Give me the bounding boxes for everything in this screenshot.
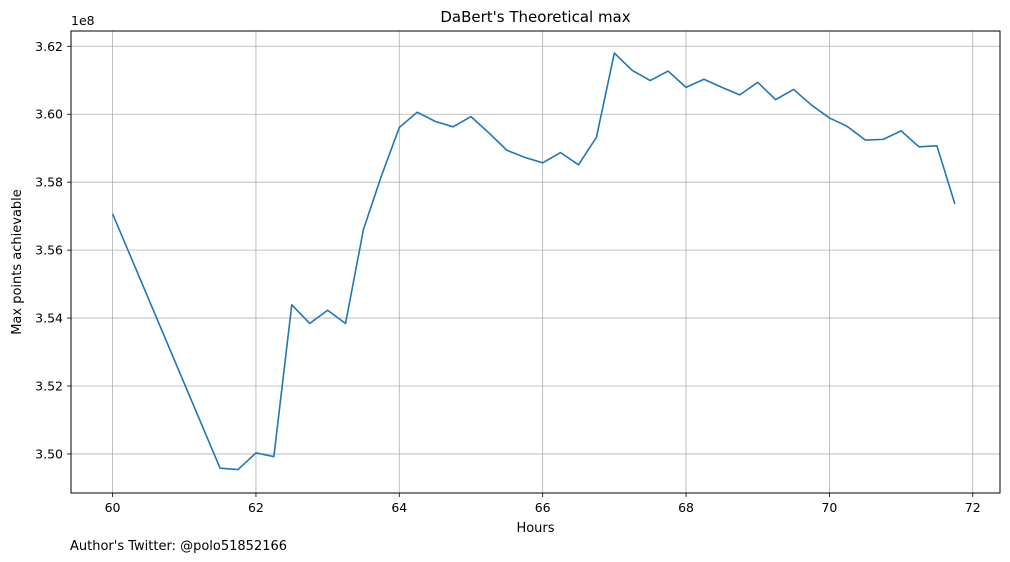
y-tick-label: 3.58 bbox=[35, 175, 63, 190]
y-tick-label: 3.52 bbox=[35, 378, 63, 393]
y-tick-label: 3.50 bbox=[35, 446, 63, 461]
x-tick-label: 66 bbox=[535, 500, 551, 515]
series-line bbox=[111, 52, 956, 471]
x-axis-label: Hours bbox=[516, 521, 554, 536]
x-tick-label: 62 bbox=[248, 500, 264, 515]
y-tick-label: 3.54 bbox=[35, 311, 63, 326]
chart-title: DaBert's Theoretical max bbox=[440, 8, 630, 26]
y-axis-label: Max points achievable bbox=[10, 189, 25, 335]
x-tick-label: 70 bbox=[821, 500, 837, 515]
y-offset-label: 1e8 bbox=[71, 13, 95, 28]
author-twitter-footer: Author's Twitter: @polo51852166 bbox=[70, 539, 287, 554]
plot-frame bbox=[70, 30, 1001, 494]
x-tick-label: 64 bbox=[391, 500, 407, 515]
series-layer bbox=[111, 52, 956, 471]
tick-layer: 60 62 64 66 68 70 72 3.50 3.52 3.54 3.56 3.58 3.60 3.… bbox=[35, 39, 981, 515]
grid-layer bbox=[71, 31, 1000, 493]
y-tick-label: 3.62 bbox=[35, 39, 63, 54]
x-tick-label: 72 bbox=[965, 500, 981, 515]
x-tick-label: 60 bbox=[105, 500, 121, 515]
x-tick-label: 68 bbox=[678, 500, 694, 515]
y-tick-label: 3.60 bbox=[35, 107, 63, 122]
y-tick-label: 3.56 bbox=[35, 243, 63, 258]
